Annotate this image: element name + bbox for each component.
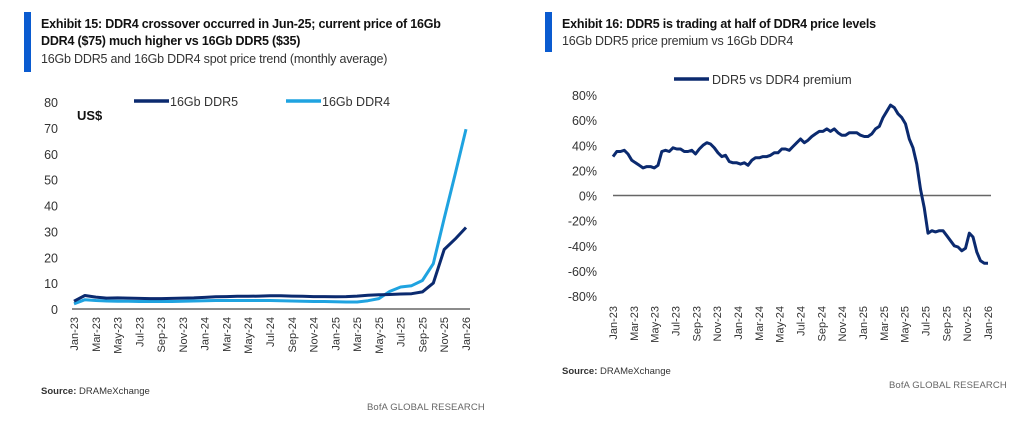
y-tick-label: 20 bbox=[44, 251, 58, 265]
x-tick-label: Nov-24 bbox=[837, 306, 849, 341]
x-tick-label: Sep-24 bbox=[287, 317, 299, 352]
legend-label: 16Gb DDR5 bbox=[170, 95, 238, 109]
x-tick-label: Jul-24 bbox=[796, 306, 808, 336]
x-tick-label: Sep-24 bbox=[816, 306, 828, 341]
series-line-premium bbox=[611, 103, 988, 265]
x-tick-label: May-23 bbox=[650, 306, 662, 343]
exhibit-15-brand: BofA GLOBAL RESEARCH bbox=[367, 402, 485, 413]
x-tick-label: Jul-24 bbox=[265, 317, 277, 347]
x-tick-label: Sep-25 bbox=[941, 306, 953, 341]
y-tick-label: 40 bbox=[44, 200, 58, 214]
x-tick-label: Nov-23 bbox=[178, 317, 190, 352]
y-tick-label: 20% bbox=[572, 164, 597, 178]
exhibit-15-accent-bar bbox=[24, 12, 31, 72]
x-tick-label: Jan-23 bbox=[69, 317, 81, 351]
exhibit-15-subtitle: 16Gb DDR5 and 16Gb DDR4 spot price trend… bbox=[41, 52, 388, 66]
x-tick-label: Sep-25 bbox=[417, 317, 429, 352]
exhibit-16-title: Exhibit 16: DDR5 is trading at half of D… bbox=[562, 17, 876, 31]
source-value: DRAMeXchange bbox=[600, 366, 671, 377]
exhibit-15-panel: Exhibit 15: DDR4 crossover occurred in J… bbox=[24, 12, 485, 413]
y-tick-label: 80% bbox=[572, 89, 597, 103]
y-tick-label: 60 bbox=[44, 148, 58, 162]
x-tick-label: Jan-25 bbox=[330, 317, 342, 351]
x-tick-label: Mar-25 bbox=[879, 306, 891, 341]
y-tick-label: -60% bbox=[568, 265, 597, 279]
series-line-16gb-ddr4 bbox=[73, 128, 468, 306]
series-line-16gb-ddr5 bbox=[73, 226, 468, 303]
x-tick-label: Sep-23 bbox=[156, 317, 168, 352]
exhibit-16-panel: Exhibit 16: DDR5 is trading at half of D… bbox=[540, 0, 1024, 427]
x-tick-label: Jan-24 bbox=[200, 317, 212, 351]
y-tick-label: 70 bbox=[44, 122, 58, 136]
y-tick-label: 0 bbox=[51, 303, 58, 317]
exhibit-15-title-line1: Exhibit 15: DDR4 crossover occurred in J… bbox=[41, 17, 441, 31]
x-tick-label: Mar-23 bbox=[629, 306, 641, 341]
x-tick-label: May-24 bbox=[243, 317, 255, 354]
x-tick-label: Nov-25 bbox=[439, 317, 451, 352]
x-tick-label: Jul-25 bbox=[396, 317, 408, 347]
y-axis-unit-label: US$ bbox=[77, 108, 103, 123]
x-tick-label: May-23 bbox=[113, 317, 125, 354]
x-tick-label: Jan-26 bbox=[461, 317, 473, 351]
y-tick-label: 80 bbox=[44, 96, 58, 110]
x-tick-label: Mar-23 bbox=[91, 317, 103, 352]
x-tick-label: Mar-24 bbox=[221, 317, 233, 352]
x-tick-label: Jan-25 bbox=[858, 306, 870, 340]
x-tick-label: Nov-24 bbox=[309, 317, 321, 352]
exhibit-16-subtitle: 16Gb DDR5 price premium vs 16Gb DDR4 bbox=[562, 34, 794, 48]
y-tick-label: 50 bbox=[44, 174, 58, 188]
exhibit-16-source: Source: DRAMeXchange bbox=[562, 366, 671, 377]
legend-label: 16Gb DDR4 bbox=[322, 95, 390, 109]
legend-label: DDR5 vs DDR4 premium bbox=[712, 73, 852, 87]
x-tick-label: Jul-23 bbox=[134, 317, 146, 347]
y-tick-label: -80% bbox=[568, 290, 597, 304]
x-tick-label: Mar-25 bbox=[352, 317, 364, 352]
x-tick-label: Mar-24 bbox=[754, 306, 766, 341]
x-tick-label: Nov-23 bbox=[712, 306, 724, 341]
x-tick-label: May-24 bbox=[775, 306, 787, 343]
exhibit-15-title-line2: DDR4 ($75) much higher vs 16Gb DDR5 ($35… bbox=[41, 34, 301, 48]
source-label: Source: bbox=[562, 366, 598, 377]
x-tick-label: May-25 bbox=[374, 317, 386, 354]
x-tick-label: Sep-23 bbox=[691, 306, 703, 341]
x-tick-label: Jul-25 bbox=[921, 306, 933, 336]
y-tick-label: 0% bbox=[579, 190, 597, 204]
x-tick-label: Nov-25 bbox=[962, 306, 974, 341]
exhibit-16-accent-bar bbox=[545, 12, 552, 52]
x-tick-label: Jul-23 bbox=[671, 306, 683, 336]
exhibit-15-source: Source: DRAMeXchange bbox=[41, 386, 150, 397]
y-tick-label: 40% bbox=[572, 139, 597, 153]
source-value: DRAMeXchange bbox=[79, 386, 150, 397]
source-label: Source: bbox=[41, 386, 77, 397]
y-tick-label: -40% bbox=[568, 240, 597, 254]
y-tick-label: -20% bbox=[568, 215, 597, 229]
x-tick-label: Jan-23 bbox=[608, 306, 620, 340]
y-tick-label: 10 bbox=[44, 277, 58, 291]
y-tick-label: 30 bbox=[44, 225, 58, 239]
exhibit-16-brand: BofA GLOBAL RESEARCH bbox=[889, 380, 1007, 391]
y-tick-label: 60% bbox=[572, 114, 597, 128]
x-tick-label: Jan-24 bbox=[733, 306, 745, 340]
x-tick-label: Jan-26 bbox=[983, 306, 995, 340]
x-tick-label: May-25 bbox=[900, 306, 912, 343]
